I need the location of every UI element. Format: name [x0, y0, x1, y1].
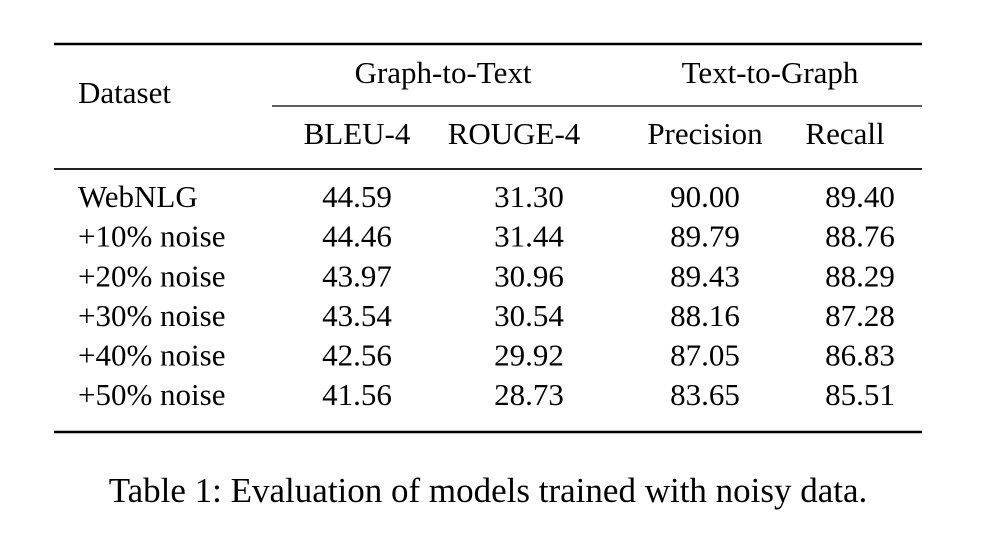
column-header: Precision [647, 116, 763, 151]
cell-value: 87.28 [825, 298, 895, 333]
row-label: +20% noise [78, 258, 226, 293]
cell-value: 88.29 [825, 258, 895, 293]
caption: Table 1: Evaluation of models trained wi… [109, 471, 868, 510]
cell-value: 44.59 [322, 179, 392, 214]
group-header: Graph-to-Text [355, 55, 532, 90]
cell-value: 88.16 [670, 298, 740, 333]
cell-value: 87.05 [670, 338, 740, 373]
group-header: Text-to-Graph [682, 55, 859, 90]
cell-value: 85.51 [825, 377, 895, 412]
cell-value: 30.54 [494, 298, 564, 333]
cell-value: 86.83 [825, 338, 895, 373]
cell-value: 43.54 [322, 298, 392, 333]
cell-value: 30.96 [494, 258, 564, 293]
cell-value: 89.43 [670, 258, 740, 293]
row-label: WebNLG [78, 179, 198, 214]
row-label: +40% noise [78, 338, 226, 373]
column-header: ROUGE-4 [448, 116, 581, 151]
cell-value: 28.73 [494, 377, 564, 412]
row-label: +50% noise [78, 377, 226, 412]
cell-value: 89.40 [825, 179, 895, 214]
dataset-header: Dataset [78, 75, 171, 110]
cell-value: 31.44 [494, 219, 564, 254]
column-header: BLEU-4 [304, 116, 411, 151]
cell-value: 43.97 [322, 258, 392, 293]
cell-value: 83.65 [670, 377, 740, 412]
cell-value: 90.00 [670, 179, 740, 214]
row-label: +10% noise [78, 219, 226, 254]
cell-value: 41.56 [322, 377, 392, 412]
cell-value: 31.30 [494, 179, 564, 214]
column-header: Recall [805, 116, 884, 151]
cell-value: 29.92 [494, 338, 564, 373]
row-label: +30% noise [78, 298, 226, 333]
cell-value: 89.79 [670, 219, 740, 254]
cell-value: 88.76 [825, 219, 895, 254]
cell-value: 44.46 [322, 219, 392, 254]
cell-value: 42.56 [322, 338, 392, 373]
